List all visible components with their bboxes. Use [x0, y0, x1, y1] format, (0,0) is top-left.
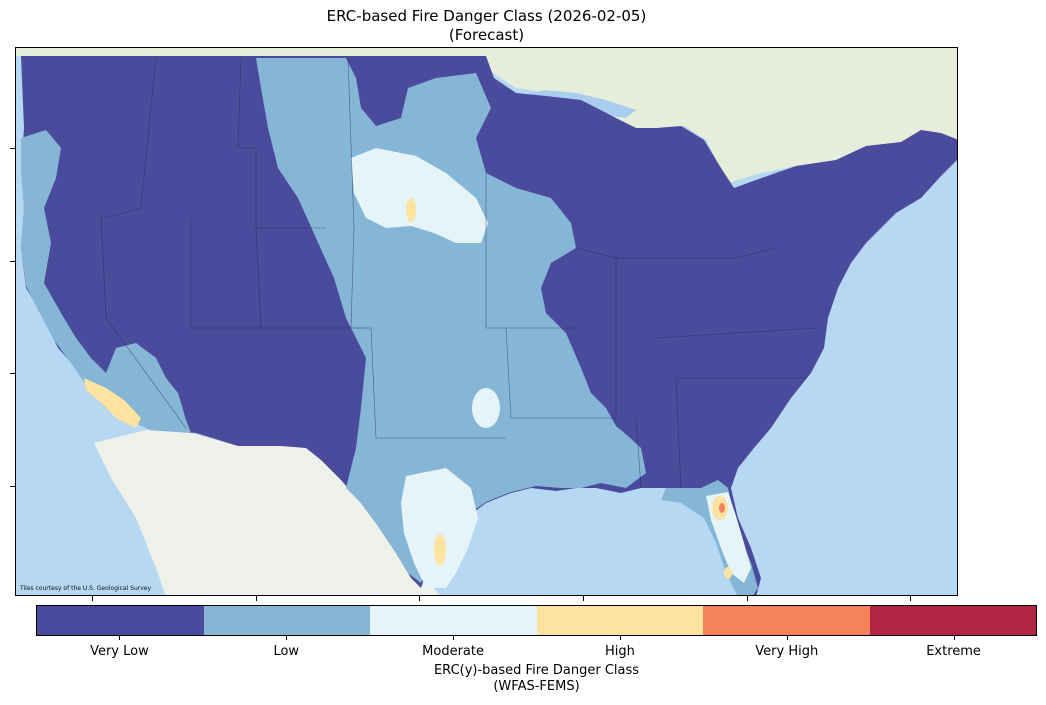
colorbar-label-very-high: Very High [755, 644, 819, 659]
colorbar-label-very-low: Very Low [90, 644, 149, 659]
x-tick [583, 596, 584, 601]
colorbar-segment-very-low [37, 606, 204, 635]
colorbar-segment-high [536, 606, 703, 635]
colorbar-title-line-2: (WFAS-FEMS) [493, 679, 580, 694]
colorbar-segment-very-high [703, 606, 870, 635]
colorbar-tick [953, 636, 955, 640]
colorbar-segment-extreme [869, 606, 1036, 635]
y-tick [10, 261, 15, 262]
canada-land [16, 48, 957, 183]
zone-moderate-oklahoma [472, 388, 500, 428]
colorbar-tick [619, 636, 621, 640]
map-panel[interactable]: Tiles courtesy of the U.S. Geological Su… [15, 47, 958, 596]
x-tick [92, 596, 93, 601]
map-title-line-1: ERC-based Fire Danger Class (2026-02-05) [326, 7, 647, 25]
map-title-line-2: (Forecast) [448, 26, 525, 44]
zone-high-dakota [406, 198, 416, 222]
zone-low-pacific-nw [21, 130, 191, 433]
y-tick [10, 373, 15, 374]
map-title: ERC-based Fire Danger Class (2026-02-05)… [0, 7, 973, 45]
colorbar-label-low: Low [273, 644, 300, 659]
colorbar-label-extreme: Extreme [926, 644, 981, 659]
zone-moderate-texas [401, 468, 478, 588]
colorbar-label-moderate: Moderate [422, 644, 484, 659]
attribution-text: Tiles courtesy of the U.S. Geological Su… [20, 585, 152, 592]
colorbar-tick [286, 636, 288, 640]
basemap-svg [16, 48, 957, 595]
mexico-land [94, 430, 440, 595]
colorbar-tick [453, 636, 455, 640]
y-tick [10, 148, 15, 149]
colorbar-segment-moderate [370, 606, 537, 635]
x-tick [256, 596, 257, 601]
zone-high-florida-south [724, 567, 732, 579]
baja-land [136, 433, 228, 595]
colorbar-label-high: High [604, 644, 635, 659]
colorbar-title: ERC(y)-based Fire Danger Class (WFAS-FEM… [36, 663, 1037, 695]
x-tick [910, 596, 911, 601]
zone-very-high-florida [719, 503, 725, 513]
zone-moderate-dakotas [351, 148, 488, 243]
colorbar [36, 605, 1037, 636]
x-tick [419, 596, 420, 601]
state-boundaries [100, 57, 817, 489]
colorbar-segment-low [203, 606, 370, 635]
zone-high-texas [434, 534, 446, 566]
zone-high-socal [84, 378, 141, 428]
colorbar-title-line-1: ERC(y)-based Fire Danger Class [433, 663, 640, 678]
zone-low-plains [256, 58, 646, 583]
x-tick [747, 596, 748, 601]
colorbar-tick [119, 636, 121, 640]
y-tick [10, 486, 15, 487]
colorbar-tick [786, 636, 788, 640]
